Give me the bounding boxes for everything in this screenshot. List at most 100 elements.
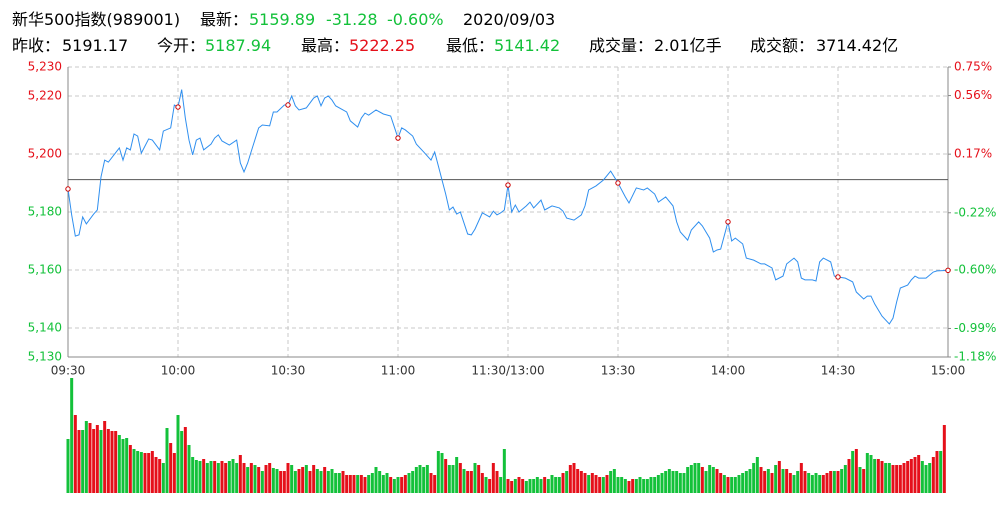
- volume-bar: [898, 465, 902, 493]
- y-tick-label: 5,140: [28, 321, 62, 335]
- price-line: [67, 89, 949, 325]
- volume-bar: [766, 469, 770, 493]
- volume-bar: [77, 430, 81, 493]
- volume-bar: [730, 477, 734, 493]
- volume-bar: [554, 477, 558, 493]
- volume-bar: [873, 459, 877, 493]
- volume-bar: [499, 477, 503, 493]
- volume-bar: [301, 467, 305, 493]
- y2-tick-label: -0.60%: [954, 262, 996, 276]
- volume-bar: [334, 473, 338, 493]
- volume-bar: [869, 455, 873, 493]
- volume-bar: [836, 471, 840, 493]
- volume-bar: [660, 473, 664, 493]
- price-marker: [615, 180, 621, 186]
- volume-bar: [381, 475, 385, 493]
- volume-bar: [260, 471, 264, 493]
- y-tick-label: 5,160: [28, 263, 62, 277]
- header-text: -0.60%: [387, 10, 444, 29]
- volume-bar: [675, 471, 679, 493]
- header-text: 昨收：: [12, 36, 61, 55]
- volume-bar: [931, 457, 935, 493]
- volume-bar: [568, 465, 572, 493]
- volume-bar: [810, 475, 814, 493]
- volume-bar: [513, 479, 517, 493]
- price-marker: [505, 182, 511, 188]
- volume-bar: [550, 475, 554, 493]
- volume-bar: [414, 467, 418, 493]
- volume-bar: [708, 465, 712, 493]
- volume-bar: [326, 471, 330, 493]
- volume-bar: [312, 465, 316, 493]
- header-text: 5159.89: [249, 10, 316, 29]
- volume-bar: [268, 463, 272, 493]
- volume-bar: [99, 430, 103, 493]
- volume-bar: [84, 421, 88, 493]
- volume-bar: [858, 467, 862, 493]
- volume-bar: [689, 465, 693, 493]
- volume-bar: [180, 431, 184, 493]
- volume-bar: [895, 465, 899, 493]
- price-marker: [285, 102, 291, 108]
- price-marker: [835, 274, 841, 280]
- volume-bar: [781, 469, 785, 493]
- volume-bar: [66, 439, 70, 493]
- volume-bar: [480, 473, 484, 493]
- volume-bar: [477, 465, 481, 493]
- header-text: 今开：: [157, 36, 206, 55]
- volume-bar: [389, 477, 393, 493]
- volume-bar: [638, 477, 642, 493]
- header-text: -31.28: [326, 10, 378, 29]
- header-text: 最低：: [446, 36, 495, 55]
- volume-bar: [862, 469, 866, 493]
- volume-bar: [682, 473, 686, 493]
- volume-bar: [264, 465, 268, 493]
- volume-bar: [535, 477, 539, 493]
- volume-bar: [763, 471, 767, 493]
- y2-tick-label: -0.99%: [954, 321, 996, 335]
- volume-bar: [315, 469, 319, 493]
- price-marker: [65, 186, 71, 192]
- volume-bar: [143, 453, 147, 493]
- volume-bar: [356, 475, 360, 493]
- volume-bar: [847, 459, 851, 493]
- volume-bar: [876, 459, 880, 493]
- volume-bar: [136, 451, 140, 493]
- volume-bar: [396, 477, 400, 493]
- volume-bar: [587, 475, 591, 493]
- volume-bar: [722, 475, 726, 493]
- volume-bar: [557, 477, 561, 493]
- volume-bar: [678, 473, 682, 493]
- volume-bar: [854, 449, 858, 493]
- volume-bar: [631, 479, 635, 493]
- volume-bar: [832, 471, 836, 493]
- volume-bar: [319, 471, 323, 493]
- volume-bar: [121, 439, 125, 493]
- volume-bar: [352, 475, 356, 493]
- volume-bar: [458, 463, 462, 493]
- volume-bar: [671, 471, 675, 493]
- volume-bar: [774, 465, 778, 493]
- volume-bar: [249, 463, 253, 493]
- volume-bar: [733, 477, 737, 493]
- volume-bar: [807, 473, 811, 493]
- volume-bar: [704, 471, 708, 493]
- volume-bar: [154, 457, 158, 493]
- y-tick-label: 5,230: [28, 60, 62, 74]
- volume-bar: [128, 445, 132, 493]
- volume-bar: [282, 471, 286, 493]
- volume-bar: [737, 475, 741, 493]
- volume-bar: [532, 479, 536, 493]
- volume-bar: [110, 431, 114, 493]
- volume-bar: [462, 469, 466, 493]
- volume-bar: [612, 469, 616, 493]
- volume-bar: [605, 475, 609, 493]
- volume-bar: [183, 427, 187, 493]
- volume-bar: [634, 479, 638, 493]
- volume-bar: [150, 451, 154, 493]
- volume-bar: [726, 477, 730, 493]
- volume-bar: [645, 479, 649, 493]
- volume-bar: [242, 463, 246, 493]
- volume-bar: [880, 461, 884, 493]
